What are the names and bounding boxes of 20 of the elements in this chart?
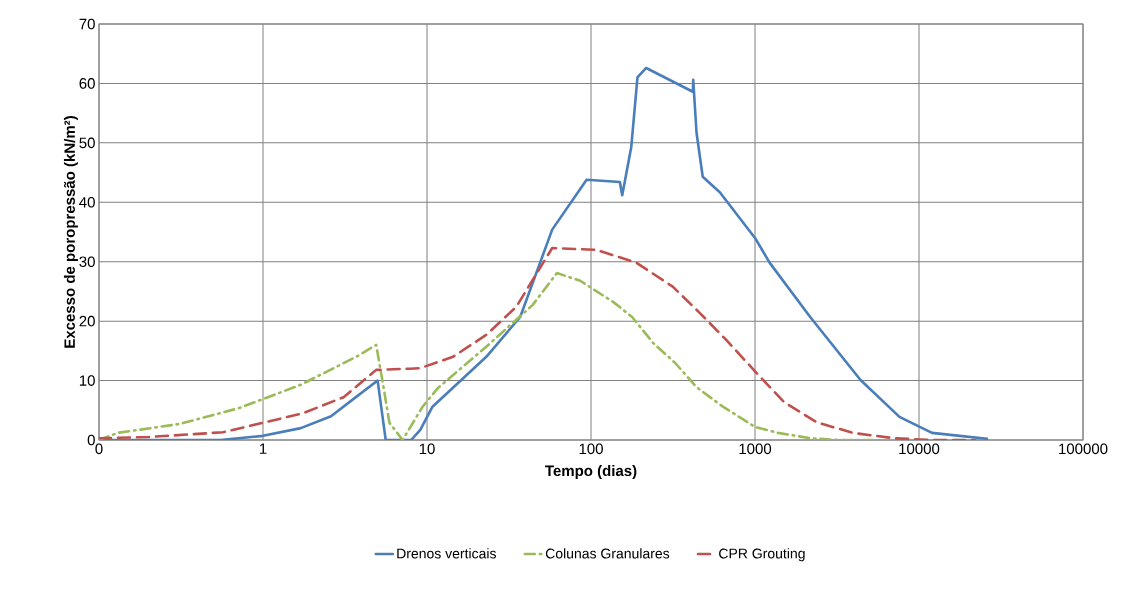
- x-tick-label: 10: [419, 443, 435, 455]
- x-tick-label: 10000: [899, 443, 940, 455]
- legend-label: CPR Grouting: [719, 548, 805, 562]
- legend-label: Colunas Granulares: [545, 548, 670, 559]
- x-tick-label: 1000: [739, 443, 772, 455]
- y-tick-label: 10: [79, 375, 95, 386]
- y-axis-title: Excesso de poropressão (kN/m²): [63, 116, 78, 348]
- x-axis-title: Tempo (dias): [545, 465, 637, 479]
- y-tick-label: 70: [79, 18, 95, 30]
- y-tick-label: 20: [79, 315, 95, 327]
- x-tick-label: 100: [579, 443, 603, 455]
- legend-label: Drenos verticais: [397, 548, 496, 559]
- x-tick-label: 1: [259, 443, 267, 454]
- y-tick-label: 30: [79, 256, 95, 268]
- x-tick-label: 0: [95, 443, 103, 455]
- y-tick-label: 60: [79, 78, 95, 89]
- y-tick-label: 40: [79, 196, 95, 208]
- y-tick-label: 0: [87, 434, 95, 446]
- y-tick-label: 50: [79, 137, 95, 149]
- x-tick-label: 100000: [1059, 443, 1108, 455]
